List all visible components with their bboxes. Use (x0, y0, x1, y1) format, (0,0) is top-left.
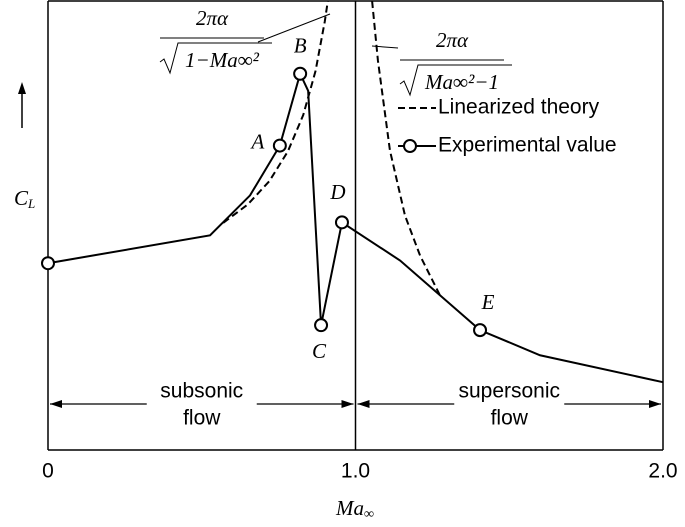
series-line (222, 0, 441, 296)
radical (399, 64, 512, 97)
arrow-head (649, 400, 661, 408)
x-tick-label: 1.0 (341, 460, 370, 483)
leader-line (371, 45, 399, 49)
point-label: E (481, 290, 495, 314)
arrow-head (50, 400, 62, 408)
region-label: supersonic (458, 380, 560, 403)
region-label: flow (183, 407, 221, 430)
series-line (47, 70, 664, 384)
x-tick-label: 0 (42, 460, 54, 483)
data-marker (314, 318, 329, 333)
formula-numerator: 2πα (436, 28, 469, 52)
legend-marker (403, 139, 417, 153)
formula-denominator: 1−Ma∞² (185, 48, 260, 72)
leader-line (257, 13, 331, 43)
arrow-head (341, 400, 354, 408)
formula-denominator: Ma∞²−1 (424, 70, 499, 94)
formula-numerator: 2πα (196, 6, 229, 30)
y-label-sub: L (27, 196, 35, 211)
y-label-main: C (14, 186, 29, 210)
legend-label: Linearized theory (438, 96, 600, 119)
x-label-main: Ma (335, 496, 364, 520)
radical (159, 42, 272, 75)
region-label-bg (146, 376, 257, 436)
x-label: Ma∞ (335, 496, 374, 522)
data-marker (334, 215, 349, 230)
data-marker (272, 138, 287, 153)
x-tick-label: 2.0 (648, 460, 677, 483)
point-label: D (329, 180, 345, 204)
region-label: flow (491, 407, 529, 430)
data-marker (473, 323, 488, 338)
data-marker (41, 256, 55, 271)
x-label-sub: ∞ (364, 507, 374, 522)
y-arrow-head (18, 82, 26, 94)
data-marker (293, 66, 308, 81)
legend-label: Experimental value (438, 134, 617, 157)
y-label: CL (14, 186, 35, 211)
point-label: A (249, 129, 264, 153)
region-label: subsonic (160, 380, 243, 403)
region-label-bg (454, 376, 565, 436)
arrow-head (357, 400, 370, 408)
point-label: B (294, 34, 307, 58)
point-label: C (312, 339, 327, 363)
